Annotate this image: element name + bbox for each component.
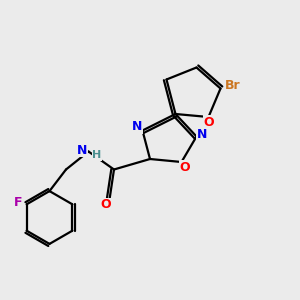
Text: O: O [204, 116, 214, 129]
Text: H: H [92, 150, 101, 160]
Text: N: N [197, 128, 207, 141]
Text: O: O [100, 198, 111, 212]
Text: N: N [77, 143, 88, 157]
Text: O: O [179, 161, 190, 174]
Text: F: F [14, 196, 22, 209]
Text: Br: Br [225, 79, 240, 92]
Text: N: N [132, 120, 142, 134]
